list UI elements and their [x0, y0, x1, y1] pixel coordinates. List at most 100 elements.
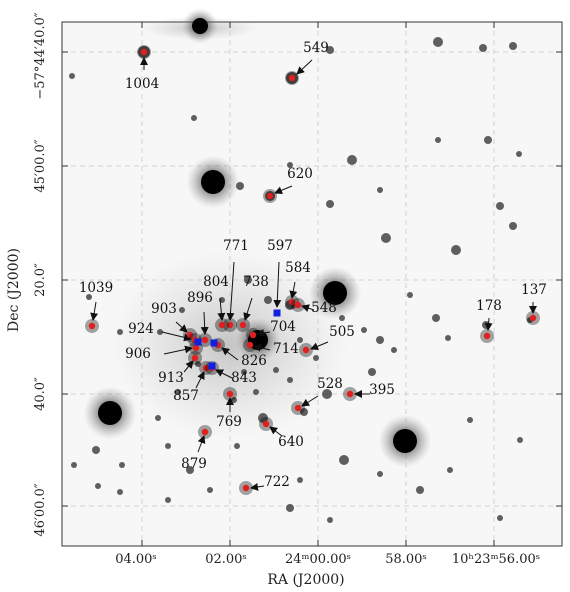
bg-star	[391, 347, 397, 353]
x-tick-label-1: 02.00ˢ	[205, 552, 247, 567]
arrow-879	[197, 435, 206, 453]
red-star-marker-913	[191, 354, 199, 362]
bg-star	[165, 443, 171, 449]
bg-star	[287, 377, 293, 383]
star-label-913: 913	[158, 370, 184, 386]
red-star-marker-704	[249, 331, 257, 339]
bg-star	[175, 389, 181, 395]
x-tick-label-2: 24ᵐ00.00ˢ	[285, 552, 351, 567]
bg-star	[165, 497, 171, 503]
star-label-738: 738	[243, 274, 269, 290]
arrow-640	[269, 426, 283, 437]
star-label-906: 906	[125, 346, 151, 362]
arrow-906	[163, 345, 193, 355]
bg-star	[327, 517, 333, 523]
bg-star	[117, 329, 123, 335]
blue-star-marker-597	[273, 309, 281, 317]
bg-star	[69, 73, 75, 79]
bg-star	[393, 429, 417, 453]
red-star-marker-505	[302, 346, 310, 354]
bg-star	[339, 315, 345, 321]
bg-star	[286, 504, 294, 512]
star-label-903: 903	[151, 301, 177, 317]
y-axis-label: Dec (J2000)	[6, 248, 22, 332]
bg-star	[376, 336, 384, 344]
star-label-924: 924	[128, 321, 154, 337]
star-label-505: 505	[329, 324, 355, 340]
star-label-843: 843	[231, 370, 257, 386]
bg-star	[201, 170, 225, 194]
blue-star-marker-826	[210, 339, 218, 347]
bg-star	[484, 136, 492, 144]
bg-star	[234, 443, 240, 449]
arrow-1039	[90, 301, 99, 321]
star-markers	[85, 45, 540, 495]
bg-star	[496, 202, 504, 210]
star-label-597: 597	[267, 238, 293, 254]
bg-star	[368, 368, 376, 376]
tick-marks	[62, 22, 562, 546]
bg-star	[300, 408, 308, 416]
star-label-137: 137	[521, 282, 547, 298]
bg-star	[86, 294, 92, 300]
bg-star	[445, 335, 451, 341]
bg-star	[377, 471, 383, 477]
red-star-marker-896	[201, 336, 209, 344]
star-label-1004: 1004	[125, 76, 159, 92]
bg-star	[179, 307, 185, 313]
arrow-903	[175, 321, 188, 333]
red-star-marker-584	[288, 298, 296, 306]
red-star-marker-620	[266, 192, 274, 200]
bg-star	[297, 477, 303, 483]
y-tick-label-2: 20.0″	[33, 263, 48, 297]
star-label-857: 857	[173, 388, 199, 404]
blue-star-marker-843	[208, 362, 216, 370]
arrow-804	[217, 297, 226, 321]
red-star-marker-769	[226, 390, 234, 398]
y-tick-label-1: 45′00.0″	[33, 139, 48, 192]
arrow-178	[484, 317, 493, 331]
red-star-marker-178	[483, 332, 491, 340]
bg-star	[119, 462, 125, 468]
bg-star	[377, 187, 383, 193]
red-star-marker-548	[294, 301, 302, 309]
bg-star	[287, 162, 293, 168]
bg-star	[207, 487, 213, 493]
bg-star	[509, 42, 517, 50]
bg-star	[497, 515, 503, 521]
star-label-769: 769	[216, 414, 242, 430]
bg-star	[117, 489, 123, 495]
arrow-549	[296, 59, 313, 75]
bg-star	[479, 44, 487, 52]
bg-star	[92, 446, 100, 454]
bg-star	[326, 46, 334, 54]
bg-star	[326, 200, 334, 208]
arrow-843	[215, 369, 233, 379]
star-label-896: 896	[187, 290, 213, 306]
arrow-924	[161, 331, 192, 342]
bg-star	[509, 222, 517, 230]
star-label-879: 879	[181, 456, 207, 472]
bg-star	[323, 281, 347, 305]
bg-star	[236, 182, 244, 190]
star-label-395: 395	[369, 382, 395, 398]
bg-star	[241, 369, 247, 375]
bg-star	[322, 389, 332, 399]
bg-star	[339, 455, 349, 465]
bg-star	[192, 18, 208, 34]
star-label-584: 584	[285, 260, 311, 276]
bg-star	[361, 327, 367, 333]
background-stars	[69, 8, 533, 523]
x-tick-label-3: 58.00ˢ	[385, 552, 427, 567]
x-axis-label: RA (J2000)	[267, 572, 344, 588]
arrow-597	[273, 261, 282, 308]
bg-star	[451, 245, 461, 255]
star-label-528: 528	[317, 376, 343, 392]
x-tick-label-4: 10ʰ23ᵐ56.00ˢ	[452, 552, 540, 567]
arrow-620	[274, 185, 293, 195]
bg-star	[416, 486, 424, 494]
bg-star	[433, 37, 443, 47]
arrow-722	[250, 482, 265, 491]
bg-star	[264, 296, 272, 304]
bg-star	[467, 417, 473, 423]
